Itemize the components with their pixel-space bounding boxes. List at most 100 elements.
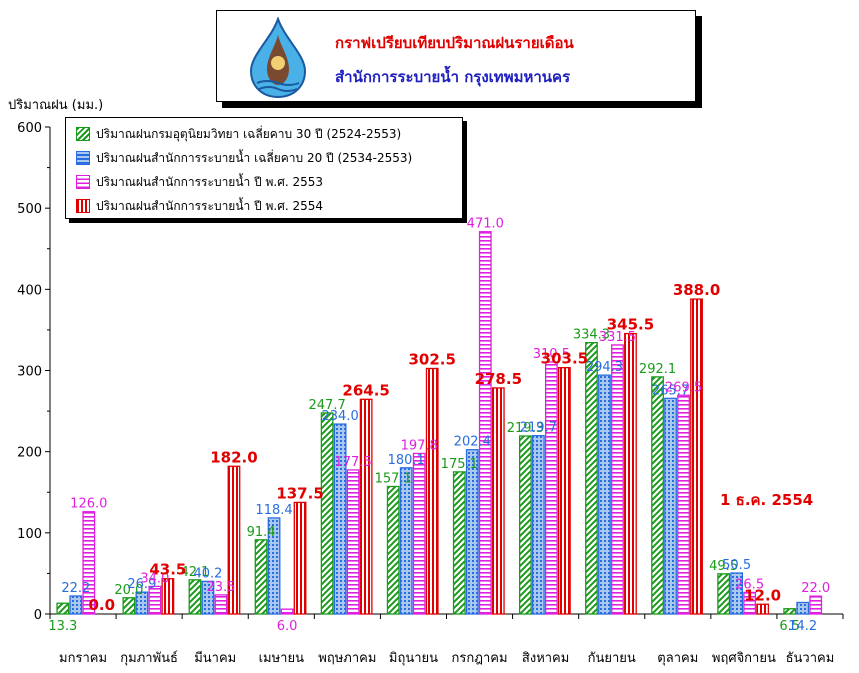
chart-axes: 0 100 200 300 400 500 600 — [17, 121, 844, 623]
bar-2-11 — [730, 572, 744, 615]
value-label: 197.8 — [401, 438, 438, 453]
legend-label: ปริมาณฝนสำนักการระบายน้ำ ปี พ.ศ. 2554 — [96, 199, 324, 213]
x-category-label: กุมภาพันธ์ — [120, 650, 178, 666]
value-label: 50.5 — [722, 558, 751, 573]
bar-2-2 — [135, 591, 149, 615]
bar-3-10 — [677, 394, 690, 615]
value-label: 13.3 — [48, 619, 77, 634]
bar-3-9 — [611, 344, 624, 615]
chart-title: กราฟเปรียบเทียบปริมาณฝนรายเดือน — [335, 34, 574, 52]
value-label: 278.5 — [475, 370, 522, 388]
drainage-department-logo-icon — [249, 17, 307, 99]
y-tick-label: 600 — [17, 121, 42, 136]
x-category-label: เมษายน — [259, 651, 304, 666]
value-label: 303.5 — [541, 350, 588, 368]
bar-2-6 — [399, 467, 413, 615]
value-label: 219.7 — [520, 421, 557, 436]
bar-4-9 — [624, 332, 637, 615]
bar-4-11 — [756, 603, 770, 615]
x-category-label: มกราคม — [59, 651, 107, 666]
bar-4-4 — [293, 501, 307, 615]
legend-item-2553: ปริมาณฝนสำนักการระบายน้ำ ปี พ.ศ. 2553 — [74, 172, 459, 190]
value-label: 471.0 — [467, 217, 504, 232]
bar-4-5 — [359, 398, 373, 615]
value-label: 219.3 — [507, 421, 544, 436]
legend-label: ปริมาณฝนสำนักการระบายน้ำ เฉลี่ยคาบ 20 ปี… — [96, 151, 413, 165]
bar-3-4 — [280, 608, 294, 615]
bar-1-7 — [452, 471, 466, 615]
bar-3-6 — [412, 452, 426, 615]
value-label: 118.4 — [255, 503, 292, 518]
bar-3-2 — [148, 585, 162, 615]
value-label: 310.5 — [533, 347, 570, 362]
bar-4-7 — [491, 387, 505, 615]
bar-1-6 — [386, 485, 400, 615]
legend-item-30yr-tmd: ปริมาณฝนกรมอุตุนิยมวิทยา เฉลี่ยคาบ 30 ปี… — [74, 124, 459, 142]
bar-3-11 — [743, 591, 757, 615]
value-label: 137.5 — [276, 484, 323, 502]
y-tick-label: 0 — [34, 608, 42, 623]
y-tick-label: 200 — [17, 446, 42, 461]
bar-2-5 — [333, 423, 347, 615]
value-label: 6.5 — [779, 619, 800, 634]
bar-3-7 — [478, 231, 492, 615]
bar-2-3 — [201, 580, 215, 615]
bar-1-11 — [717, 573, 731, 615]
chart-x-labels: มกราคม กุมภาพันธ์ มีนาคม เมษายน พฤษภาคม มิถุน… — [59, 650, 834, 666]
bar-2-4 — [267, 517, 281, 615]
bar-2-12 — [796, 601, 810, 615]
chart-value-labels: 13.3 20.0 42.1 91.4 247.7 157.1 175.1 219.3 334.… — [48, 217, 830, 634]
value-label: 265.7 — [652, 383, 689, 398]
legend-item-2554: ปริมาณฝนสำนักการระบายน้ำ ปี พ.ศ. 2554 — [74, 196, 459, 214]
value-label: 345.5 — [607, 316, 654, 334]
value-label: 264.5 — [342, 381, 389, 399]
bar-1-4 — [254, 539, 268, 615]
bar-3-1 — [82, 511, 96, 615]
bar-4-6 — [425, 367, 439, 615]
bar-3-5 — [346, 469, 360, 615]
legend-label: ปริมาณฝนกรมอุตุนิยมวิทยา เฉลี่ยคาบ 30 ปี… — [96, 127, 402, 141]
x-category-label: พฤษภาคม — [318, 651, 376, 666]
bar-1-5 — [320, 412, 334, 615]
bar-3-3 — [214, 594, 228, 615]
legend-swatch-magenta — [76, 175, 90, 189]
x-category-label: กันยายน — [588, 651, 636, 666]
bar-1-12 — [783, 608, 797, 615]
y-tick-label: 100 — [17, 527, 42, 542]
y-tick-label: 500 — [17, 202, 42, 217]
bar-4-2 — [161, 578, 175, 615]
legend-swatch-blue — [76, 151, 90, 165]
bar-1-10 — [651, 376, 664, 615]
value-label: 302.5 — [408, 350, 455, 368]
value-label: 42.1 — [180, 565, 209, 580]
value-label: 43.5 — [149, 561, 186, 579]
date-annotation: 1 ธ.ค. 2554 — [720, 491, 814, 509]
value-label: 175.1 — [441, 457, 478, 472]
bar-2-10 — [664, 397, 677, 615]
y-tick-label: 300 — [17, 365, 42, 380]
value-label: 388.0 — [673, 281, 720, 299]
title-box: กราฟเปรียบเทียบปริมาณฝนรายเดือน สำนักการ… — [216, 10, 696, 102]
x-category-label: ตุลาคม — [657, 651, 698, 666]
y-tick-label: 400 — [17, 283, 42, 298]
bar-3-12 — [809, 595, 823, 615]
value-label: 180.1 — [388, 453, 425, 468]
value-label: 22.2 — [61, 581, 90, 596]
value-label: 40.2 — [193, 566, 222, 581]
value-label: 331.5 — [599, 330, 636, 345]
value-label: 12.0 — [744, 586, 781, 604]
chart-subtitle: สำนักการระบายน้ำ กรุงเทพมหานคร — [335, 68, 571, 86]
bar-4-10 — [690, 298, 703, 615]
bar-2-8 — [531, 435, 545, 615]
value-label: 91.4 — [247, 525, 276, 540]
value-label: 202.4 — [454, 435, 491, 450]
bar-2-9 — [598, 374, 611, 615]
value-label: 0.0 — [89, 596, 116, 614]
value-label: 14.2 — [788, 619, 817, 634]
value-label: 177.5 — [335, 455, 372, 470]
value-label: 34.0 — [140, 571, 169, 586]
y-axis-label: ปริมาณฝน (มม.) — [8, 98, 104, 113]
bar-2-7 — [465, 449, 479, 615]
bar-1-2 — [122, 597, 136, 615]
legend-label: ปริมาณฝนสำนักการระบายน้ำ ปี พ.ศ. 2553 — [96, 175, 324, 189]
